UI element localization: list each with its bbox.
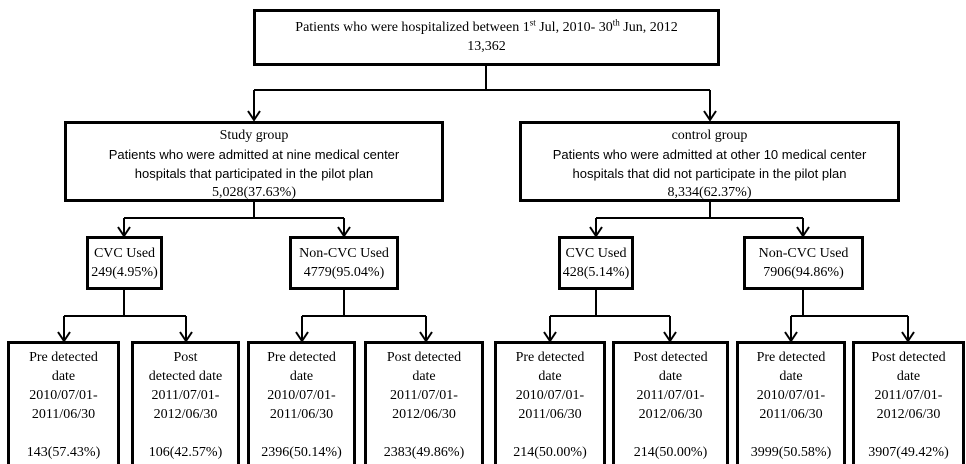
title-part: Jul, 2010- 30 (535, 20, 613, 35)
subgroup-box: Non-CVC Used 7906(94.86%) (743, 236, 864, 290)
leaf-line: 2011/07/01- (636, 388, 705, 403)
subgroup-box: CVC Used 249(4.95%) (86, 236, 163, 290)
group-line: Patients who were admitted at other 10 m… (552, 147, 867, 162)
subgroup-count: 4779(95.04%) (303, 265, 385, 280)
leaf-line: Post detected (633, 350, 708, 365)
leaf-line: detected date (148, 369, 223, 384)
subgroup-count: 249(4.95%) (91, 265, 158, 280)
leaf-count: 143(57.43%) (26, 445, 101, 460)
leaf-box: Post detected date 2011/07/01- 2012/06/30 23… (364, 341, 484, 464)
leaf-line: 2012/06/30 (153, 407, 218, 422)
leaf-count: 3999(50.58%) (750, 445, 832, 460)
leaf-line: 2011/06/30 (31, 407, 96, 422)
leaf-line: Post detected (386, 350, 462, 365)
subgroup-count: 428(5.14%) (562, 265, 630, 280)
leaf-line: 2011/06/30 (269, 407, 334, 422)
title-part: st (529, 17, 536, 28)
leaf-line: 2012/06/30 (638, 407, 703, 422)
group-count: 5,028(37.63%) (212, 185, 296, 200)
leaf-line: date (51, 369, 76, 384)
subgroup-label: Non-CVC Used (299, 246, 389, 261)
leaf-box: Pre detected date 2010/07/01- 2011/06/30 214… (494, 341, 606, 464)
leaf-line: Pre detected (267, 350, 336, 365)
leaf-count: 3907(49.42%) (868, 445, 949, 460)
root-count: 13,362 (467, 39, 506, 54)
leaf-count: 214(50.00%) (513, 445, 587, 460)
group-name: control group (671, 128, 748, 143)
leaf-count: 214(50.00%) (633, 445, 708, 460)
leaf-line: 2012/06/30 (392, 407, 456, 422)
leaf-line: 2011/07/01- (874, 388, 943, 403)
leaf-box: Pre detected date 2010/07/01- 2011/06/30 143… (7, 341, 120, 464)
leaf-line: 2011/07/01- (390, 388, 458, 403)
leaf-line: date (412, 369, 436, 384)
leaf-line: Post (173, 350, 198, 365)
title-part: Jun, 2012 (619, 20, 678, 35)
leaf-box: Post detected date 2011/07/01- 2012/06/30 39… (852, 341, 965, 464)
leaf-line: date (289, 369, 314, 384)
leaf-box: Post detected date 2011/07/01- 2012/06/30 21… (612, 341, 729, 464)
subgroup-label: CVC Used (93, 246, 156, 261)
leaf-line: date (538, 369, 562, 384)
root-box: Patients who were hospitalized between 1… (253, 9, 720, 66)
root-title: Patients who were hospitalized between 1… (256, 18, 717, 37)
leaf-line: 2011/06/30 (759, 407, 823, 422)
leaf-line: 2011/07/01- (151, 388, 220, 403)
title-part: th (612, 17, 620, 28)
leaf-line: 2011/06/30 (518, 407, 582, 422)
group-name: Study group (219, 128, 289, 143)
leaf-count: 2396(50.14%) (261, 445, 342, 460)
leaf-line: Pre detected (515, 350, 585, 365)
leaf-box: Post detected date 2011/07/01- 2012/06/30 10… (131, 341, 240, 464)
leaf-line: 2010/07/01- (515, 388, 585, 403)
leaf-line: Post detected (871, 350, 946, 365)
leaf-count: 2383(49.86%) (383, 445, 465, 460)
group-line: hospitals that participated in the pilot… (134, 166, 374, 181)
leaf-line: Pre detected (756, 350, 826, 365)
leaf-line: Pre detected (29, 350, 98, 365)
title-part: Patients who were hospitalized between 1 (295, 20, 530, 35)
arrows (57, 66, 915, 343)
leaf-line: 2010/07/01- (756, 388, 826, 403)
group-line: Patients who were admitted at nine medic… (108, 147, 400, 162)
group-box: Study group Patients who were admitted at… (64, 121, 444, 202)
leaf-line: date (658, 369, 683, 384)
group-count: 8,334(62.37%) (667, 185, 752, 200)
leaf-line: date (779, 369, 803, 384)
subgroup-label: CVC Used (565, 246, 627, 261)
leaf-line: 2010/07/01- (267, 388, 336, 403)
leaf-line: 2010/07/01- (29, 388, 98, 403)
group-line: hospitals that did not participate in th… (572, 166, 847, 181)
subgroup-label: Non-CVC Used (758, 246, 849, 261)
leaf-box: Pre detected date 2010/07/01- 2011/06/30 399… (736, 341, 846, 464)
leaf-line: 2012/06/30 (876, 407, 941, 422)
group-box: control group Patients who were admitted … (519, 121, 900, 202)
subgroup-count: 7906(94.86%) (763, 265, 844, 280)
subgroup-box: CVC Used 428(5.14%) (558, 236, 634, 290)
leaf-count: 106(42.57%) (148, 445, 223, 460)
leaf-line: date (896, 369, 921, 384)
leaf-box: Pre detected date 2010/07/01- 2011/06/30 239… (247, 341, 356, 464)
subgroup-box: Non-CVC Used 4779(95.04%) (289, 236, 399, 290)
